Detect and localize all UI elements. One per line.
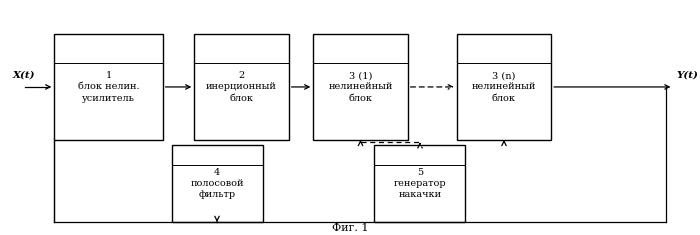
Text: Фиг. 1: Фиг. 1: [332, 223, 368, 233]
Bar: [374, 145, 466, 222]
Text: X(t): X(t): [13, 71, 35, 80]
Text: 3 (n)
нелинейный
блок: 3 (n) нелинейный блок: [472, 71, 536, 102]
Bar: [314, 34, 407, 140]
Text: 4
полосовой
фильтр: 4 полосовой фильтр: [190, 168, 244, 199]
Bar: [55, 34, 162, 140]
Text: 5
генератор
накачки: 5 генератор накачки: [393, 168, 447, 199]
Bar: [456, 34, 552, 140]
Text: Y(t): Y(t): [677, 71, 699, 80]
Text: 2
инерционный
блок: 2 инерционный блок: [206, 71, 277, 102]
Bar: [194, 34, 288, 140]
Text: 1
блок нелин.
усилитель: 1 блок нелин. усилитель: [78, 71, 139, 102]
Bar: [172, 145, 262, 222]
Text: 3 (1)
нелинейный
блок: 3 (1) нелинейный блок: [328, 71, 393, 102]
